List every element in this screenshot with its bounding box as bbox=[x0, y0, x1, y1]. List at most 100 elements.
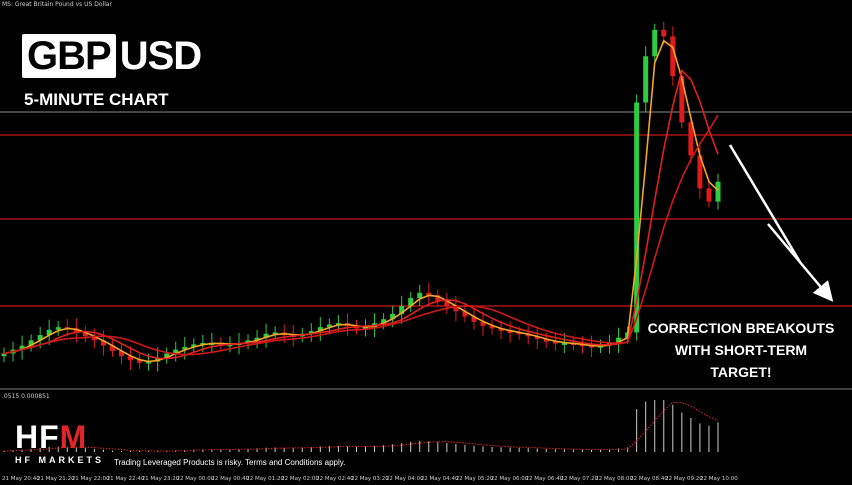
ma-slow-line bbox=[3, 114, 719, 356]
indicator-histogram bbox=[3, 400, 719, 452]
bull-candle bbox=[191, 344, 197, 347]
title-base-currency: GBP bbox=[22, 34, 116, 78]
bear-candle bbox=[435, 295, 441, 301]
x-tick-label: 21 May 20:40 bbox=[2, 476, 40, 482]
bear-candle bbox=[100, 340, 106, 346]
bear-candle bbox=[697, 155, 703, 189]
chart-subtitle: 5-MINUTE CHART bbox=[24, 90, 169, 109]
x-tick-label: 22 May 04:40 bbox=[421, 476, 459, 482]
x-tick-label: 22 May 02:40 bbox=[316, 476, 354, 482]
bull-candle bbox=[182, 346, 188, 350]
annotation-line: TARGET! bbox=[710, 364, 772, 380]
moving-averages bbox=[3, 39, 719, 363]
bear-candle bbox=[525, 333, 531, 337]
bear-candle bbox=[516, 332, 522, 335]
bear-candle bbox=[137, 360, 143, 363]
x-tick-label: 22 May 02:00 bbox=[281, 476, 319, 482]
bear-candle bbox=[688, 122, 694, 156]
x-tick-label: 22 May 01:20 bbox=[246, 476, 284, 482]
bull-candle bbox=[19, 345, 25, 350]
title-quote-currency: USD bbox=[119, 34, 202, 78]
bear-candle bbox=[480, 321, 486, 326]
bull-candle bbox=[417, 292, 423, 299]
x-tick-label: 22 May 06:40 bbox=[526, 476, 564, 482]
x-tick-label: 21 May 23:20 bbox=[142, 476, 180, 482]
x-tick-label: 21 May 22:00 bbox=[72, 476, 110, 482]
bull-candle bbox=[634, 102, 640, 333]
bear-candle bbox=[453, 306, 459, 312]
chart-title: GBP USD bbox=[22, 34, 202, 78]
bull-candle bbox=[28, 340, 34, 346]
bear-candle bbox=[109, 345, 115, 351]
bear-candle bbox=[91, 336, 97, 341]
indicator-label: .0515 0.000851 bbox=[2, 393, 50, 400]
bear-candle bbox=[670, 36, 676, 77]
projection-arrows bbox=[728, 144, 834, 302]
symbol-caption: MS: Great Britain Pound vs US Dollar bbox=[2, 1, 113, 8]
bull-candle bbox=[263, 333, 269, 338]
x-tick-label: 22 May 00:40 bbox=[211, 476, 249, 482]
annotation-text: CORRECTION BREAKOUTS WITH SHORT-TERM TAR… bbox=[630, 317, 852, 383]
bull-candle bbox=[164, 353, 170, 358]
bull-candle bbox=[399, 306, 405, 314]
bull-candle bbox=[715, 181, 721, 202]
bull-candle bbox=[408, 298, 414, 306]
bull-candle bbox=[272, 332, 278, 335]
bull-candle bbox=[643, 56, 649, 103]
bull-candle bbox=[254, 337, 260, 341]
bear-candle bbox=[444, 300, 450, 306]
horizontal-levels bbox=[0, 111, 852, 307]
x-tick-label: 21 May 21:20 bbox=[37, 476, 75, 482]
bull-candle bbox=[652, 29, 658, 57]
ma-mid-line bbox=[3, 69, 719, 360]
bear-candle bbox=[462, 311, 468, 317]
bull-candle bbox=[46, 329, 52, 336]
disclaimer-text: Trading Leveraged Products is risky. Ter… bbox=[114, 458, 346, 467]
bull-candle bbox=[616, 337, 622, 343]
bear-candle bbox=[73, 328, 79, 333]
projection-arrow-line bbox=[767, 223, 834, 302]
logo-subtitle: HF MARKETS bbox=[15, 455, 104, 465]
x-tick-label: 22 May 03:20 bbox=[351, 476, 389, 482]
x-tick-label: 22 May 09:20 bbox=[665, 476, 703, 482]
bull-candle bbox=[561, 343, 567, 345]
bull-candle bbox=[37, 335, 43, 341]
x-tick-label: 22 May 00:00 bbox=[177, 476, 215, 482]
bull-candle bbox=[173, 349, 179, 354]
bear-candle bbox=[552, 341, 558, 344]
bull-candle bbox=[326, 324, 332, 328]
hfm-logo: HFM HF MARKETS bbox=[15, 420, 104, 465]
bull-candle bbox=[146, 361, 152, 364]
x-tick-label: 22 May 10:00 bbox=[700, 476, 738, 482]
bear-candle bbox=[579, 344, 585, 347]
bull-candle bbox=[227, 344, 233, 347]
logo-text-m: M bbox=[59, 419, 88, 455]
projection-arrow-line bbox=[728, 144, 802, 263]
x-tick-label: 22 May 06:00 bbox=[491, 476, 529, 482]
bear-candle bbox=[471, 316, 477, 322]
bull-candle bbox=[317, 327, 323, 332]
bear-candle bbox=[82, 332, 88, 337]
bear-candle bbox=[588, 345, 594, 348]
ma-fast-line bbox=[3, 39, 719, 363]
annotation-line: CORRECTION BREAKOUTS bbox=[647, 320, 835, 336]
bear-candle bbox=[118, 350, 124, 357]
x-tick-label: 22 May 08:40 bbox=[630, 476, 668, 482]
bear-candle bbox=[543, 339, 549, 342]
bull-candle bbox=[155, 357, 161, 362]
bear-candle bbox=[426, 292, 432, 296]
bull-candle bbox=[1, 353, 7, 357]
bull-candle bbox=[55, 327, 61, 330]
bear-candle bbox=[679, 76, 685, 123]
x-tick-label: 22 May 07:20 bbox=[560, 476, 598, 482]
x-tick-label: 22 May 08:00 bbox=[595, 476, 633, 482]
bear-candle bbox=[128, 356, 134, 361]
bull-candle bbox=[390, 313, 396, 320]
bull-candle bbox=[308, 331, 314, 334]
logo-text-hf: HF bbox=[15, 419, 60, 455]
bull-candle bbox=[363, 327, 369, 330]
bear-candle bbox=[507, 331, 513, 334]
x-tick-label: 22 May 05:20 bbox=[456, 476, 494, 482]
